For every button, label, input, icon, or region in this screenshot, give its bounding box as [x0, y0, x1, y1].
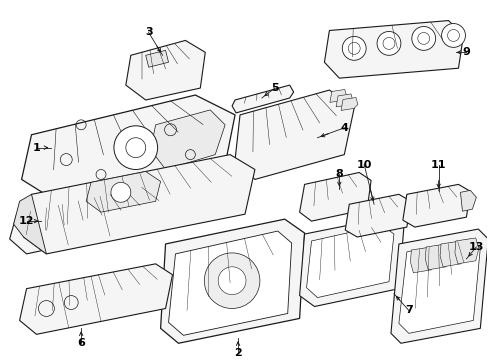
- Text: 10: 10: [356, 159, 371, 170]
- Polygon shape: [409, 247, 433, 273]
- Text: 4: 4: [340, 123, 347, 133]
- Polygon shape: [324, 21, 463, 78]
- Polygon shape: [21, 95, 235, 204]
- Polygon shape: [345, 194, 410, 237]
- Text: 13: 13: [468, 242, 483, 252]
- Polygon shape: [402, 184, 469, 227]
- Text: 11: 11: [430, 159, 446, 170]
- Polygon shape: [235, 90, 353, 179]
- Circle shape: [114, 126, 157, 170]
- Circle shape: [342, 36, 366, 60]
- Circle shape: [376, 31, 400, 55]
- Text: 5: 5: [270, 83, 278, 93]
- Polygon shape: [299, 172, 370, 221]
- Text: 1: 1: [33, 143, 41, 153]
- Polygon shape: [10, 184, 175, 254]
- Circle shape: [441, 23, 465, 48]
- Text: 3: 3: [144, 27, 152, 37]
- Text: 7: 7: [404, 306, 412, 315]
- Polygon shape: [454, 238, 478, 264]
- Polygon shape: [86, 171, 160, 212]
- Polygon shape: [168, 231, 291, 335]
- Polygon shape: [340, 98, 357, 111]
- Polygon shape: [390, 229, 488, 343]
- Text: 2: 2: [234, 348, 242, 358]
- Circle shape: [218, 267, 245, 294]
- Text: 6: 6: [77, 338, 85, 348]
- Polygon shape: [329, 90, 346, 102]
- Polygon shape: [145, 50, 168, 67]
- Text: 8: 8: [335, 170, 343, 180]
- Polygon shape: [335, 94, 352, 107]
- Polygon shape: [150, 110, 224, 170]
- Polygon shape: [23, 154, 254, 254]
- Polygon shape: [439, 241, 463, 267]
- Circle shape: [204, 253, 259, 309]
- Polygon shape: [232, 85, 293, 113]
- Polygon shape: [14, 194, 46, 254]
- Polygon shape: [125, 40, 205, 100]
- Polygon shape: [20, 264, 172, 334]
- Polygon shape: [160, 219, 304, 343]
- Polygon shape: [306, 225, 393, 298]
- Text: 12: 12: [19, 216, 34, 226]
- Polygon shape: [425, 244, 448, 270]
- Polygon shape: [398, 239, 479, 333]
- Circle shape: [411, 27, 435, 50]
- Text: 9: 9: [462, 47, 469, 57]
- Circle shape: [111, 183, 131, 202]
- Polygon shape: [460, 190, 475, 211]
- Polygon shape: [299, 217, 403, 306]
